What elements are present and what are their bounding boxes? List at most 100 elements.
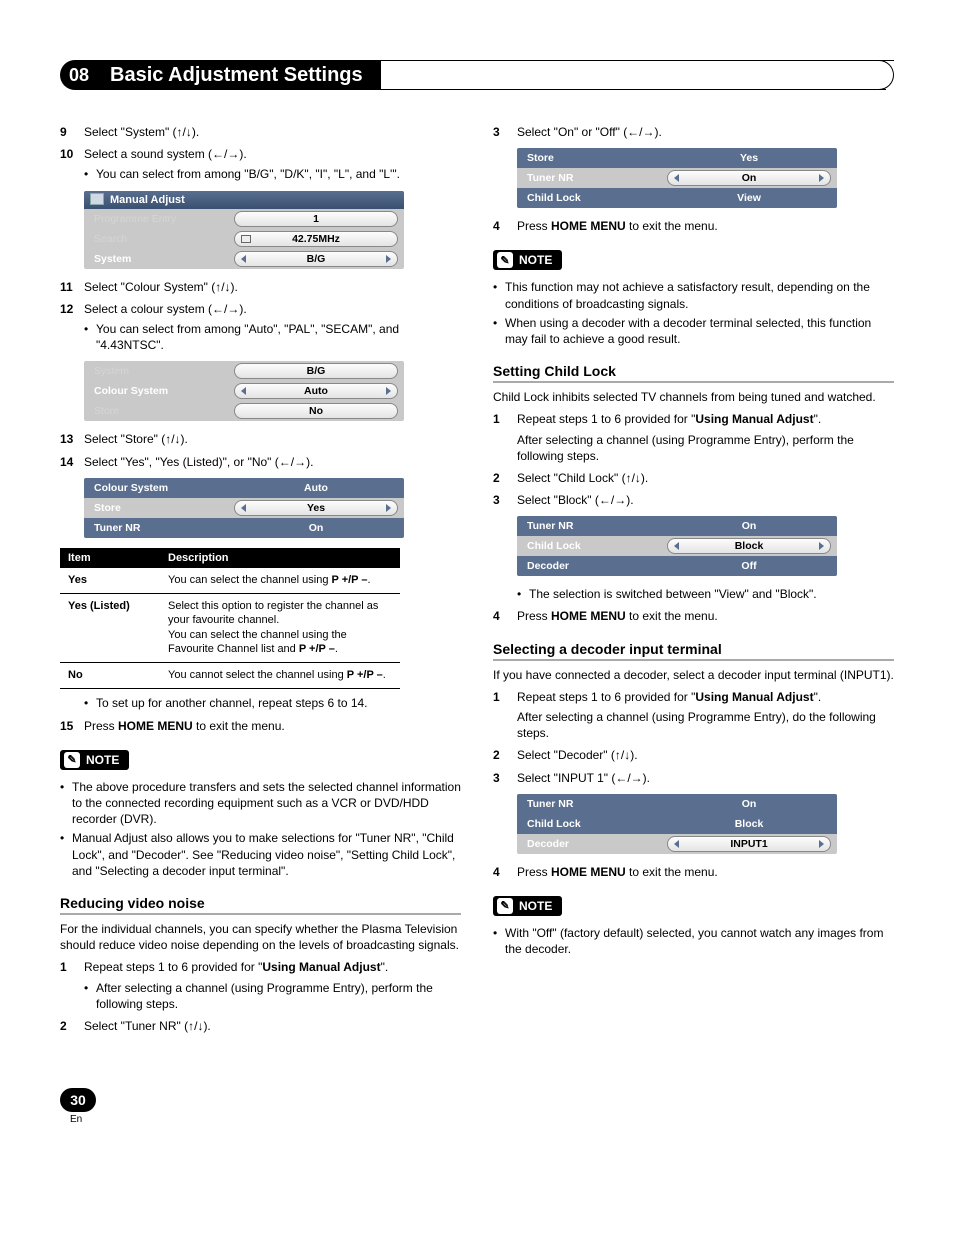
section-title: Selecting a decoder input terminal <box>493 641 894 657</box>
menu-value: B/G <box>234 363 398 379</box>
step-text: Select "System" (↑/↓). <box>84 124 461 140</box>
step-text: Select "Store" (↑/↓). <box>84 431 461 447</box>
menu-label: Decoder <box>517 560 667 572</box>
step-number: 11 <box>60 279 84 295</box>
triangle-left-icon <box>674 174 679 182</box>
step-text: Select "Decoder" (↑/↓). <box>517 747 894 763</box>
search-box-icon <box>241 235 251 243</box>
menu-value: Block <box>667 538 831 554</box>
menu-manual-adjust: Manual Adjust Programme Entry1 Search42.… <box>84 191 404 269</box>
left-column: 9 Select "System" (↑/↓). 10 Select a sou… <box>60 118 461 1038</box>
step-number: 2 <box>493 747 517 763</box>
menu-label: System <box>84 365 234 377</box>
menu-value: View <box>667 190 831 206</box>
step-text: Select "Child Lock" (↑/↓). <box>517 470 894 486</box>
triangle-right-icon <box>386 255 391 263</box>
note-item: When using a decoder with a decoder term… <box>493 315 894 347</box>
td-desc: You can select the channel using P +/P –… <box>160 568 400 594</box>
menu-child-lock: Tuner NROn Child LockBlock DecoderOff <box>517 516 837 576</box>
menu-store: Colour SystemAuto StoreYes Tuner NROn <box>84 478 404 538</box>
step-text: Press HOME MENU to exit the menu. <box>517 608 894 624</box>
menu-value: B/G <box>234 251 398 267</box>
menu-label: Tuner NR <box>84 522 234 534</box>
menu-value: 1 <box>234 211 398 227</box>
menu-value: INPUT1 <box>667 836 831 852</box>
step-number: 1 <box>493 411 517 427</box>
step-number: 15 <box>60 718 84 734</box>
menu-title: Manual Adjust <box>84 191 404 209</box>
menu-label: Child Lock <box>517 192 667 204</box>
menu-label: System <box>84 253 234 265</box>
triangle-right-icon <box>819 174 824 182</box>
menu-label: Colour System <box>84 482 234 494</box>
triangle-left-icon <box>674 542 679 550</box>
triangle-left-icon <box>241 387 246 395</box>
step-number: 3 <box>493 492 517 508</box>
menu-value: On <box>667 170 831 186</box>
bullet: You can select from among "Auto", "PAL",… <box>84 321 461 353</box>
step-text: Select "INPUT 1" (←/→). <box>517 770 894 786</box>
menu-value: Yes <box>234 500 398 516</box>
menu-label: Programme Entry <box>84 213 234 225</box>
note-item: With "Off" (factory default) selected, y… <box>493 925 894 957</box>
language-code: En <box>70 1114 894 1125</box>
th-item: Item <box>60 548 160 568</box>
triangle-right-icon <box>819 840 824 848</box>
step-sub: After selecting a channel (using Program… <box>517 709 894 741</box>
step-number: 4 <box>493 218 517 234</box>
menu-value: Auto <box>234 383 398 399</box>
step-text: Select "Tuner NR" (↑/↓). <box>84 1018 461 1034</box>
bullet: After selecting a channel (using Program… <box>84 980 461 1012</box>
right-column: 3 Select "On" or "Off" (←/→). StoreYes T… <box>493 118 894 1038</box>
menu-colour-system: SystemB/G Colour SystemAuto StoreNo <box>84 361 404 421</box>
note-heading: ✎NOTE <box>493 250 562 270</box>
menu-label: Store <box>517 152 667 164</box>
menu-value: 42.75MHz <box>234 231 398 247</box>
menu-label: Tuner NR <box>517 520 667 532</box>
step-text: Select a colour system (←/→). <box>84 301 461 317</box>
chapter-title: Basic Adjustment Settings <box>98 60 381 90</box>
triangle-right-icon <box>386 504 391 512</box>
step-number: 3 <box>493 124 517 140</box>
triangle-left-icon <box>241 504 246 512</box>
step-text: Press HOME MENU to exit the menu. <box>84 718 461 734</box>
menu-tuner-nr: StoreYes Tuner NROn Child LockView <box>517 148 837 208</box>
bullet: To set up for another channel, repeat st… <box>84 695 461 711</box>
step-number: 4 <box>493 864 517 880</box>
menu-label: Store <box>84 405 234 417</box>
step-number: 12 <box>60 301 84 317</box>
pencil-icon: ✎ <box>64 752 80 768</box>
th-desc: Description <box>160 548 400 568</box>
step-number: 13 <box>60 431 84 447</box>
pencil-icon: ✎ <box>497 898 513 914</box>
step-number: 10 <box>60 146 84 162</box>
step-text: Press HOME MENU to exit the menu. <box>517 864 894 880</box>
menu-icon <box>90 193 104 205</box>
pencil-icon: ✎ <box>497 252 513 268</box>
menu-decoder: Tuner NROn Child LockBlock DecoderINPUT1 <box>517 794 837 854</box>
step-number: 1 <box>60 959 84 975</box>
section-intro: For the individual channels, you can spe… <box>60 921 461 953</box>
step-text: Select "Colour System" (↑/↓). <box>84 279 461 295</box>
step-number: 1 <box>493 689 517 705</box>
menu-label: Store <box>84 502 234 514</box>
menu-value: On <box>234 520 398 536</box>
section-title: Setting Child Lock <box>493 363 894 379</box>
step-text: Select "Yes", "Yes (Listed)", or "No" (←… <box>84 454 461 470</box>
chapter-header: 08 Basic Adjustment Settings <box>60 60 894 90</box>
step-text: Select "On" or "Off" (←/→). <box>517 124 894 140</box>
section-intro: If you have connected a decoder, select … <box>493 667 894 683</box>
triangle-right-icon <box>819 542 824 550</box>
triangle-right-icon <box>386 387 391 395</box>
step-number: 2 <box>60 1018 84 1034</box>
step-number: 14 <box>60 454 84 470</box>
bullet: You can select from among "B/G", "D/K", … <box>84 166 461 182</box>
chapter-number: 08 <box>60 60 98 90</box>
step-number: 2 <box>493 470 517 486</box>
menu-value: On <box>667 518 831 534</box>
triangle-left-icon <box>674 840 679 848</box>
item-description-table: ItemDescription YesYou can select the ch… <box>60 548 400 690</box>
menu-label: Child Lock <box>517 818 667 830</box>
menu-label: Child Lock <box>517 540 667 552</box>
menu-label: Decoder <box>517 838 667 850</box>
